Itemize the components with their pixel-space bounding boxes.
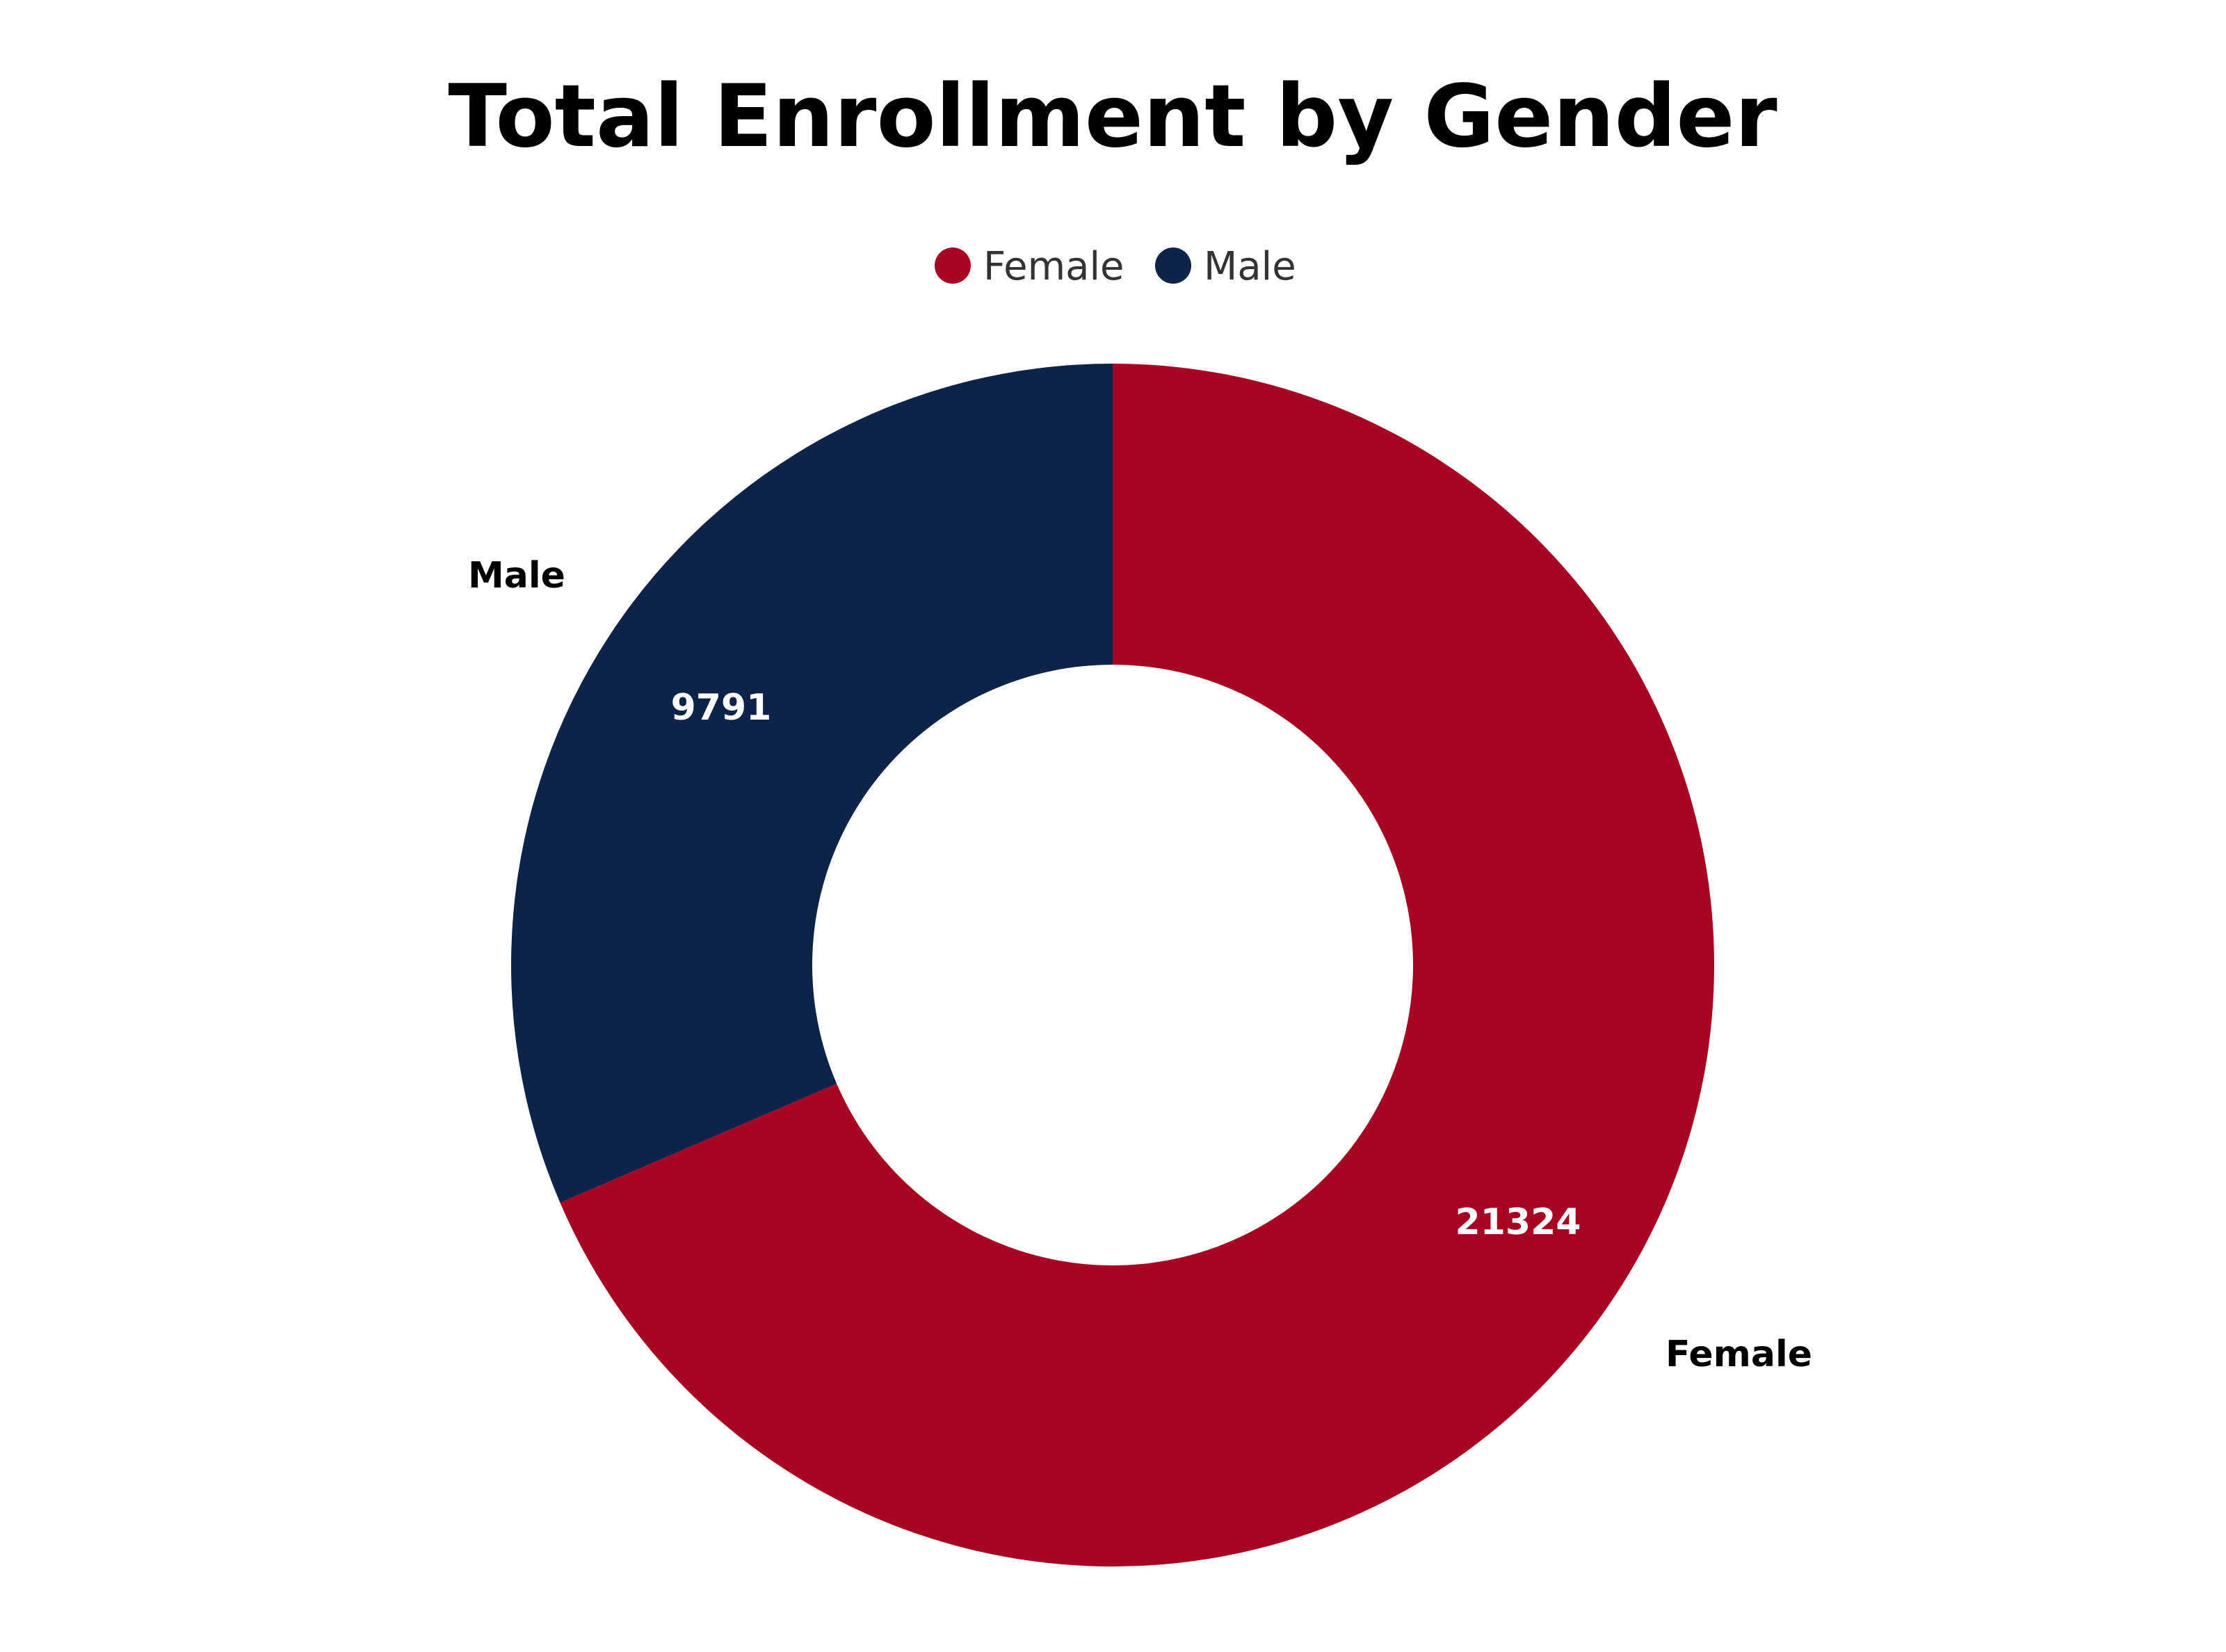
legend-swatch-female — [935, 248, 971, 284]
value-label-female: 21324 — [1455, 1201, 1581, 1243]
donut-slices — [511, 364, 1714, 1566]
legend-swatch-male — [1155, 248, 1191, 284]
chart-title: Total Enrollment by Gender — [448, 67, 1777, 167]
legend-item-male[interactable]: Male — [1155, 244, 1296, 289]
slice-female[interactable] — [560, 364, 1714, 1566]
slice-labels: Female Male 21324 9791 — [468, 555, 1812, 1375]
legend-item-female[interactable]: Female — [935, 244, 1124, 289]
slice-male[interactable] — [511, 364, 1113, 1203]
legend: Female Male — [935, 244, 1296, 289]
outer-label-female: Female — [1666, 1334, 1812, 1375]
value-label-male: 9791 — [671, 687, 772, 729]
legend-label-female: Female — [983, 244, 1124, 289]
legend-label-male: Male — [1204, 244, 1296, 289]
outer-label-male: Male — [468, 555, 565, 597]
